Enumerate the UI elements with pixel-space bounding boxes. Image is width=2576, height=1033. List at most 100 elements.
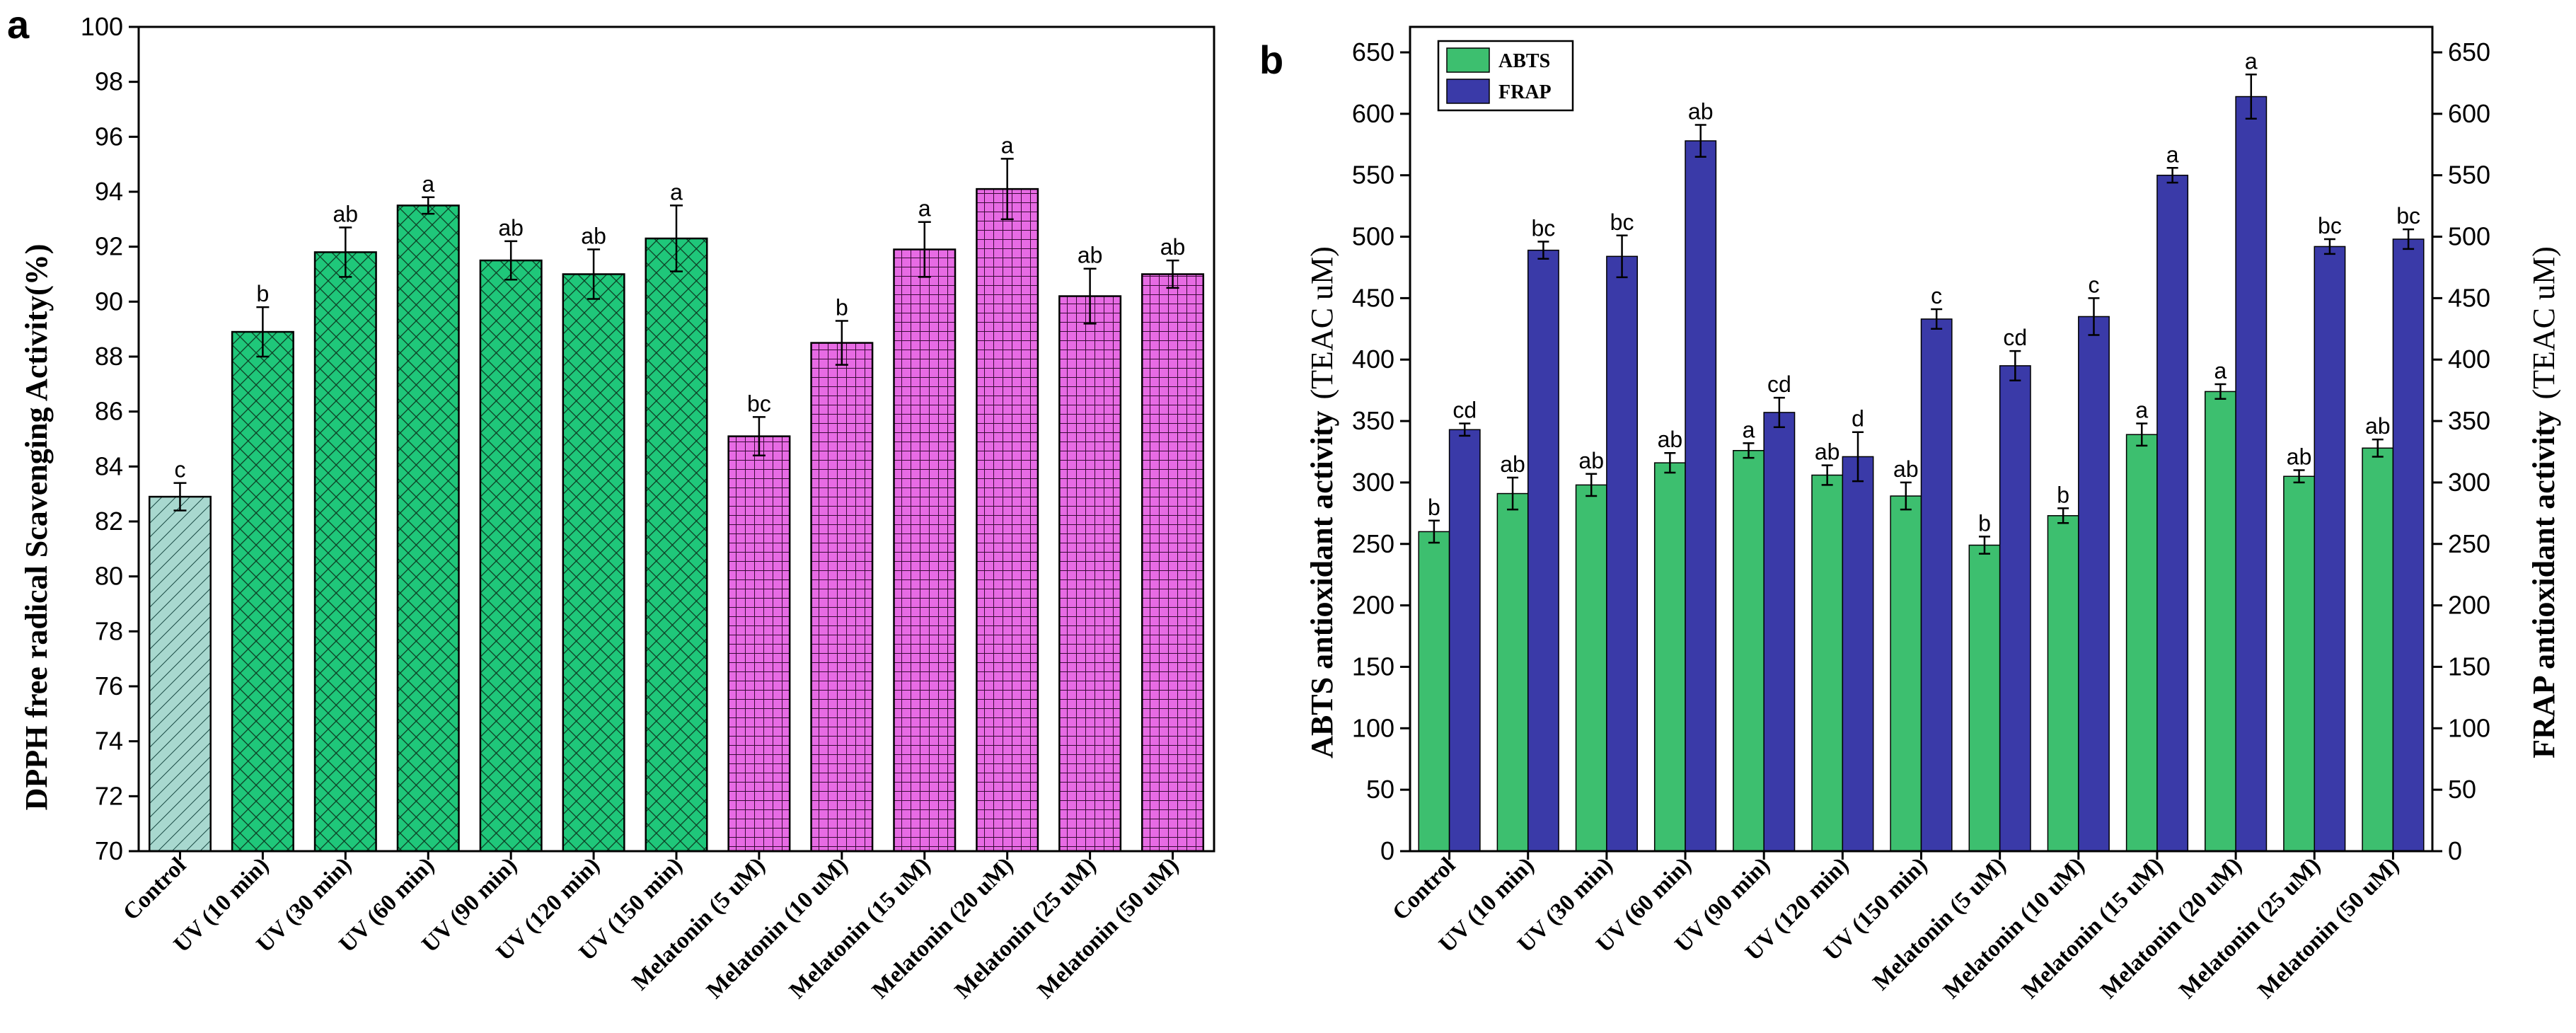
panel-b-significance-abts-melatonin-50-um: ab bbox=[2365, 413, 2391, 439]
panel-a-bar-melatonin-20-um bbox=[976, 187, 1039, 853]
panel-a-bars bbox=[148, 187, 1205, 853]
panel-a-y-tick-label: 82 bbox=[95, 507, 123, 536]
panel-b-right-y-tick-label: 0 bbox=[2448, 836, 2462, 865]
panel-b-significance-frap-uv-120-min: d bbox=[1852, 406, 1864, 432]
panel-b-left-y-tick-label: 350 bbox=[1352, 406, 1394, 435]
panel-b-right-y-tick-label: 650 bbox=[2448, 37, 2490, 67]
panel-a-significance-uv-10-min: b bbox=[256, 281, 269, 306]
panel-b-right-y-tick-label: 250 bbox=[2448, 529, 2490, 558]
panel-a-y-tick-label: 78 bbox=[95, 616, 123, 645]
panel-b-significance-abts-uv-120-min: ab bbox=[1815, 439, 1840, 465]
panel-b-bars bbox=[1418, 96, 2425, 852]
panel-a-significance-melatonin-10-um: b bbox=[836, 295, 848, 321]
panel-b-x-label-melatonin-15-um: Melatonin (15 uM) bbox=[2017, 853, 2168, 1003]
panel-b-left-y-tick-label: 250 bbox=[1352, 529, 1394, 558]
panel-a-chart: a DPPH free radical Scavenging Activity(… bbox=[7, 2, 1215, 1004]
panel-a-bar-melatonin-5-um bbox=[727, 435, 791, 853]
panel-a-x-label-melatonin-20-um: Melatonin (20 uM) bbox=[867, 853, 1018, 1003]
panel-a-y-tick-label: 74 bbox=[95, 727, 123, 756]
panel-b-right-y-tick-label: 600 bbox=[2448, 99, 2490, 128]
panel-b-left-y-tick-label: 100 bbox=[1352, 713, 1394, 742]
panel-a-y-tick-label: 92 bbox=[95, 232, 123, 261]
panel-b-right-y-tick-label: 350 bbox=[2448, 406, 2490, 435]
panel-a-y-tick-label: 84 bbox=[95, 451, 123, 480]
panel-b-bar-frap-uv-10-min bbox=[1527, 249, 1559, 852]
panel-b-bar-abts-melatonin-10-um bbox=[2047, 515, 2079, 852]
panel-b-left-y-tick-label: 450 bbox=[1352, 283, 1394, 312]
panel-a-y-axis: 70 72 74 76 78 80 82 84 86 88 90 92 94 96 98 100 bbox=[81, 12, 139, 865]
panel-b-bar-abts-melatonin-5-um bbox=[1968, 544, 2001, 852]
panel-b-letter: b bbox=[1259, 37, 1283, 82]
panel-b-left-y-tick-label: 550 bbox=[1352, 161, 1394, 190]
panel-a-y-tick-label: 94 bbox=[95, 177, 123, 206]
panel-b-bar-abts-melatonin-50-um bbox=[2362, 447, 2394, 852]
panel-a-bar-melatonin-50-um bbox=[1141, 273, 1205, 853]
panel-b-left-y-tick-label: 650 bbox=[1352, 37, 1394, 67]
panel-b-significance-frap-melatonin-15-um: a bbox=[2166, 142, 2179, 167]
panel-a-significance-uv-90-min: ab bbox=[498, 215, 524, 241]
panel-b-legend: ABTS FRAP bbox=[1437, 40, 1574, 112]
panel-b-significance-abts-melatonin-20-um: a bbox=[2214, 358, 2227, 383]
legend-abts-swatch bbox=[1446, 47, 1490, 73]
panel-b-significance-frap-control: cd bbox=[1452, 398, 1477, 423]
panel-a-y-tick-label: 98 bbox=[95, 67, 123, 96]
panel-b-significance-frap-uv-90-min: cd bbox=[1767, 371, 1791, 397]
panel-b-bar-frap-melatonin-25-um bbox=[2314, 246, 2346, 852]
panel-b-left-y-tick-label: 50 bbox=[1366, 775, 1394, 804]
panel-b-right-y-tick-label: 200 bbox=[2448, 591, 2490, 620]
legend-abts-label: ABTS bbox=[1498, 50, 1550, 72]
panel-a-error-bars bbox=[173, 158, 1179, 512]
panel-a-y-axis-label: DPPH free radical Scavenging Activity(%) bbox=[19, 244, 54, 811]
panel-b-significance-abts-uv-150-min: ab bbox=[1893, 456, 1919, 482]
panel-b-significance-frap-uv-30-min: bc bbox=[1610, 209, 1634, 235]
panel-a-bar-uv-30-min bbox=[313, 251, 377, 853]
panel-a-significance-melatonin-20-um: a bbox=[1001, 132, 1014, 158]
panel-b-right-y-tick-label: 550 bbox=[2448, 161, 2490, 190]
panel-b-right-y-tick-label: 400 bbox=[2448, 345, 2490, 374]
panel-a-y-tick-label: 96 bbox=[95, 122, 123, 151]
panel-b-bar-abts-melatonin-20-um bbox=[2205, 391, 2236, 852]
panel-b-plot-frame bbox=[1409, 25, 2434, 853]
panel-b-significance-abts-melatonin-5-um: b bbox=[1978, 510, 1991, 536]
panel-b-bar-abts-uv-30-min bbox=[1575, 484, 1607, 852]
panel-b-bar-frap-melatonin-20-um bbox=[2235, 96, 2268, 852]
panel-b-left-y-label-unit: (TEAC uM) bbox=[1305, 246, 1339, 399]
panel-a-y-tick-label: 72 bbox=[95, 781, 123, 810]
panel-b-bar-frap-uv-120-min bbox=[1842, 456, 1874, 852]
panel-b-bar-abts-uv-150-min bbox=[1890, 495, 1922, 852]
panel-b-significance-frap-melatonin-50-um: bc bbox=[2396, 203, 2420, 229]
panel-a-bar-uv-120-min bbox=[562, 273, 625, 853]
panel-b-right-y-label-main: FRAP antioxidant activity bbox=[2526, 410, 2561, 758]
panel-b-left-y-tick-label: 500 bbox=[1352, 222, 1394, 251]
panel-b-bar-abts-melatonin-15-um bbox=[2125, 434, 2158, 852]
panel-a-y-tick-label: 80 bbox=[95, 562, 123, 591]
panel-b-bar-frap-uv-30-min bbox=[1606, 255, 1638, 852]
panel-b-right-y-tick-label: 500 bbox=[2448, 222, 2490, 251]
panel-b-significance-abts-uv-90-min: a bbox=[1743, 417, 1755, 442]
panel-b-bar-frap-control bbox=[1448, 429, 1481, 852]
panel-b-bar-frap-melatonin-5-um bbox=[1999, 365, 2031, 852]
panel-b-left-y-tick-label: 150 bbox=[1352, 652, 1394, 681]
panel-b-bar-frap-uv-90-min bbox=[1763, 412, 1796, 852]
panel-b-left-y-tick-label: 0 bbox=[1380, 836, 1394, 865]
panel-a-significance-melatonin-25-um: ab bbox=[1078, 243, 1103, 268]
panel-b-right-y-tick-label: 450 bbox=[2448, 283, 2490, 312]
panel-b-significance-labels: bcdabbcabbcababacdabdabcbcdbcaaaaabbcabb… bbox=[1428, 48, 2420, 536]
panel-a-significance-uv-150-min: a bbox=[670, 179, 683, 204]
panel-a-significance-uv-120-min: ab bbox=[581, 224, 606, 249]
panel-a-significance-uv-30-min: ab bbox=[333, 201, 359, 226]
panel-a-y-tick-label: 88 bbox=[95, 342, 123, 371]
panel-b-bar-abts-uv-120-min bbox=[1811, 474, 1844, 852]
legend-frap-label: FRAP bbox=[1498, 81, 1552, 103]
panel-b-x-label-control: Control bbox=[1387, 853, 1460, 925]
panel-b-left-y-axis-label: ABTS antioxidant activity (TEAC uM) bbox=[1305, 246, 1339, 758]
panel-a-bar-uv-10-min bbox=[231, 330, 294, 853]
panel-a-x-label-melatonin-10-um: Melatonin (10 uM) bbox=[702, 853, 853, 1003]
panel-b-right-y-tick-label: 150 bbox=[2448, 652, 2490, 681]
panel-b-significance-frap-melatonin-20-um: a bbox=[2245, 48, 2258, 74]
panel-a-significance-melatonin-5-um: bc bbox=[747, 391, 771, 416]
panel-b-left-y-label-main: ABTS antioxidant activity bbox=[1305, 410, 1339, 758]
panel-b-significance-abts-uv-30-min: ab bbox=[1578, 448, 1604, 473]
